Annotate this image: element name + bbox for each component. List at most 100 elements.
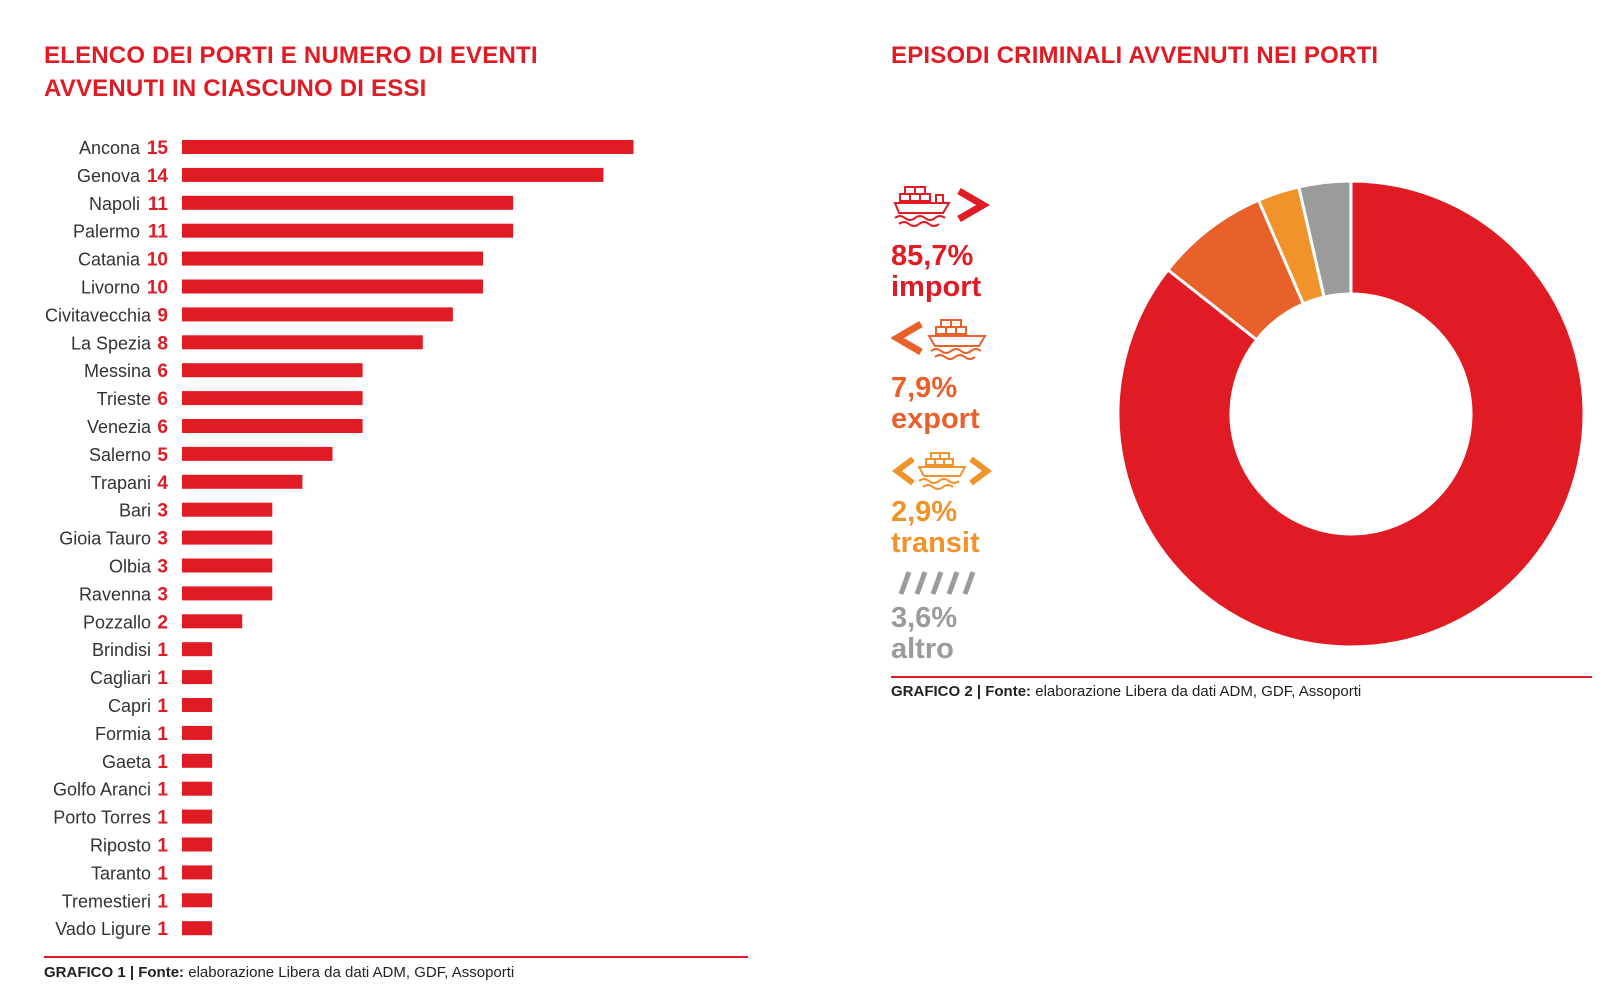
bar-row: 1 Tremestieri	[62, 891, 213, 912]
bar-value-label: 11	[148, 222, 169, 243]
bar-chart-title-line-2: AVVENUTI IN CIASCUNO DI ESSI	[44, 75, 427, 102]
legend-altro-value: 3,6%	[891, 602, 958, 634]
bar	[182, 837, 213, 852]
legend-transit-value: 2,9%	[891, 496, 958, 528]
bar-row: 4 Trapani	[91, 473, 303, 494]
bar	[182, 474, 303, 489]
bar-row: 14 Genova	[77, 166, 604, 187]
bar-category-label: Capri	[108, 696, 151, 716]
bar	[182, 140, 634, 154]
bar-category-label: Gaeta	[102, 752, 152, 772]
bar-row: 11 Palermo	[73, 222, 514, 243]
bar-row: 1 Taranto	[91, 863, 213, 884]
bar-row: 8La Spezia	[71, 333, 423, 354]
bar	[182, 725, 213, 740]
bar-row: 1 Golfo Aranci	[53, 780, 213, 801]
legend-transit-label: transit	[891, 527, 980, 559]
bar-value-label: 1	[157, 724, 168, 745]
bar	[182, 781, 213, 796]
bar-category-label: Venezia	[87, 417, 152, 437]
donut-chart-caption: GRAFICO 2 | Fonte: elaborazione Libera d…	[891, 683, 1361, 700]
bar-row: 3 Bari	[119, 501, 273, 522]
bar	[182, 335, 423, 350]
bar-row: 1 Riposto	[90, 836, 213, 857]
bar-value-label: 1	[157, 891, 168, 912]
donut-slice-import	[1116, 179, 1586, 649]
caption-label: GRAFICO 1	[44, 964, 126, 981]
bar-category-label: Messina	[84, 361, 152, 381]
bar	[182, 921, 213, 936]
bar	[182, 502, 273, 517]
bar-value-label: 2	[157, 612, 168, 633]
bar-category-label: Pozzallo	[83, 612, 151, 632]
bar-category-label: Palermo	[73, 222, 140, 242]
ship-import-icon	[893, 186, 990, 227]
bar-category-label: Bari	[119, 501, 151, 521]
bar	[182, 586, 273, 601]
bar-chart-title-line-1: ELENCO DEI PORTI E NUMERO DI EVENTI	[44, 42, 538, 69]
bar	[182, 893, 213, 908]
bar-row: 1 Vado Ligure	[55, 919, 213, 940]
bar-value-label: 1	[157, 640, 168, 661]
bar	[182, 446, 333, 461]
bar-category-label: Brindisi	[92, 640, 151, 660]
bar-category-label: La Spezia	[71, 333, 152, 353]
bar	[182, 753, 213, 768]
bar	[182, 698, 213, 712]
bar-category-label: Salerno	[89, 445, 151, 465]
caption-source-label: Fonte:	[138, 964, 185, 981]
bar-value-label: 6	[157, 389, 168, 410]
bar-row: 10 Catania	[78, 250, 483, 271]
legend-export-value: 7,9%	[891, 372, 958, 404]
bar-category-label: Riposto	[90, 836, 151, 856]
donut-slice-altro	[1296, 179, 1353, 299]
ship-transit-icon	[892, 452, 992, 490]
bar-value-label: 3	[157, 557, 168, 578]
bar-category-label: Napoli	[89, 194, 140, 214]
bar	[182, 614, 243, 629]
bar-row: 1 Capri	[108, 696, 213, 717]
caption-source-text: elaborazione Libera da dati ADM, GDF, As…	[188, 964, 515, 981]
bar-value-label: 10	[147, 250, 168, 271]
bar	[182, 419, 363, 433]
bar-row: 6 Trieste	[97, 389, 363, 410]
caption-source-text: elaborazione Libera da dati ADM, GDF, As…	[1035, 683, 1362, 700]
bar-category-label: Ravenna	[79, 584, 152, 604]
bar-value-label: 9	[157, 305, 168, 326]
bar-category-label: Civitavecchia	[45, 305, 152, 325]
bar	[182, 642, 213, 657]
bar-value-label: 10	[147, 278, 168, 299]
bar-value-label: 1	[157, 808, 168, 829]
slashes-icon	[898, 571, 976, 595]
legend-altro-label: altro	[891, 633, 954, 665]
bar-category-label: Gioia Tauro	[59, 529, 151, 549]
bar-value-label: 3	[157, 501, 168, 522]
donut-chart-title: EPISODI CRIMINALI AVVENUTI NEI PORTI	[891, 42, 1379, 69]
donut-chart-divider	[891, 676, 1592, 678]
bar-category-label: Catania	[78, 250, 141, 270]
bar-row: 3 Gioia Tauro	[59, 529, 273, 550]
bar-category-label: Trapani	[91, 473, 151, 493]
bar-category-label: Porto Torres	[53, 808, 151, 828]
bar-value-label: 1	[157, 752, 168, 773]
bar-row: 11 Napoli	[89, 194, 514, 215]
legend-import-label: import	[891, 271, 982, 303]
bar-row: 10 Livorno	[81, 278, 483, 299]
bar	[182, 391, 363, 406]
bar-value-label: 1	[157, 696, 168, 717]
bar-value-label: 1	[157, 780, 168, 801]
bar-value-label: 11	[148, 194, 169, 215]
bar-category-label: Cagliari	[90, 668, 151, 688]
bar-category-label: Trieste	[97, 389, 151, 409]
bar	[182, 865, 213, 880]
bar-value-label: 15	[147, 138, 169, 159]
bar	[182, 279, 483, 294]
caption-source-label: Fonte:	[985, 683, 1032, 700]
bar-category-label: Taranto	[91, 863, 151, 883]
bar	[182, 167, 604, 182]
bar-value-label: 14	[147, 166, 169, 187]
